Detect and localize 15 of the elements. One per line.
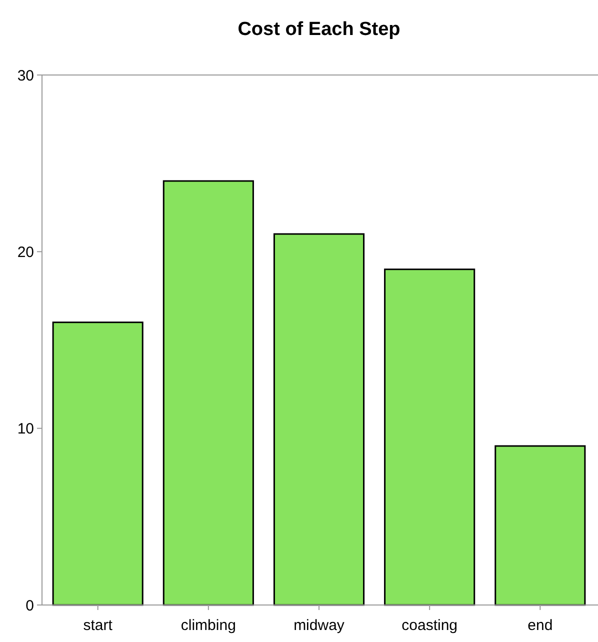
bar bbox=[52, 322, 144, 606]
y-tick-label: 10 bbox=[17, 420, 34, 438]
y-tick-label: 0 bbox=[26, 597, 34, 614]
x-tick-label: midway bbox=[294, 617, 345, 634]
y-tick-label: 30 bbox=[17, 67, 34, 84]
y-tick-label: 20 bbox=[17, 244, 34, 261]
bar bbox=[384, 268, 476, 606]
chart-title: Cost of Each Step bbox=[238, 19, 400, 40]
bar bbox=[494, 445, 586, 606]
bar bbox=[273, 233, 365, 606]
x-tick-label: coasting bbox=[402, 617, 458, 634]
x-tick-label: end bbox=[528, 617, 553, 634]
x-tick-label: start bbox=[83, 617, 114, 634]
bar bbox=[162, 180, 254, 606]
x-tick-label: climbing bbox=[180, 617, 236, 634]
